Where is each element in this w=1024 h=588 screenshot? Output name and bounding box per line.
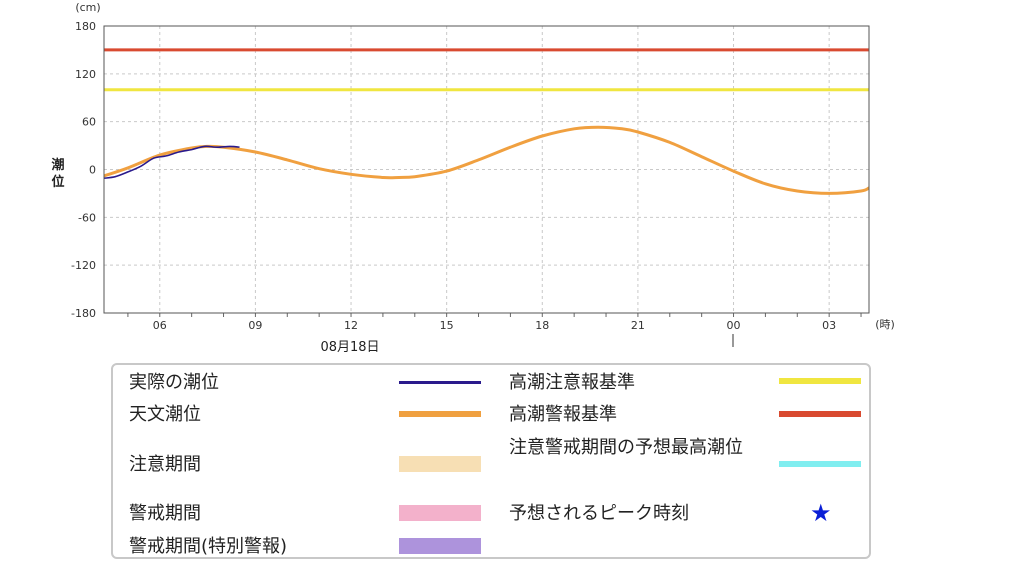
legend-label-astronomical-tide: 天文潮位 xyxy=(129,404,201,425)
x-tick-label: 12 xyxy=(344,319,358,332)
x-tick-label: 06 xyxy=(153,319,167,332)
tide-series xyxy=(103,125,870,195)
x-tick-label: 03 xyxy=(822,319,836,332)
y-tick-label: 120 xyxy=(75,68,96,81)
legend-label-special-warning-period: 警戒期間(特別警報) xyxy=(129,536,288,557)
legend-label-peak-time: 予想されるピーク時刻 xyxy=(509,503,689,524)
chart-grid xyxy=(104,25,869,317)
legend-label-predicted-max-tide: 注意警戒期間の予想最高潮位 xyxy=(509,437,743,458)
x-tick-label: 09 xyxy=(248,319,262,332)
legend-swatch-caution-period xyxy=(399,456,481,472)
legend-label-warning-period: 警戒期間 xyxy=(129,503,201,524)
legend-swatch-warning-standard xyxy=(779,411,861,417)
x-tick-label: 21 xyxy=(631,319,645,332)
legend-swatch-special-warning-period xyxy=(399,538,481,554)
x-tick-label: 18 xyxy=(535,319,549,332)
y-tick-label: 180 xyxy=(75,20,96,33)
legend-swatch-predicted-max-tide xyxy=(779,461,861,467)
y-axis-label-char: 潮 xyxy=(51,157,64,173)
legend-label-actual-tide: 実際の潮位 xyxy=(129,372,219,393)
plot-frame xyxy=(103,25,870,314)
legend-swatch-actual-tide xyxy=(399,381,481,384)
x-unit-label: (時) xyxy=(875,318,895,331)
legend-swatch-warning-period xyxy=(399,505,481,521)
y-axis-label: 潮位 xyxy=(51,157,64,190)
legend-label-caution-standard: 高潮注意報基準 xyxy=(509,372,635,393)
x-tick-label: 00 xyxy=(727,319,741,332)
y-tick-label: -120 xyxy=(71,259,96,272)
star-icon: ★ xyxy=(810,499,832,527)
tide-chart: 180 120 60 0 -60 -120 -180 06 09 12 15 18 21 00 03 (c… xyxy=(51,1,895,355)
y-tick-label: 0 xyxy=(89,164,96,177)
astronomical-tide-line xyxy=(103,125,870,195)
y-axis-label-char: 位 xyxy=(51,174,64,190)
y-tick-label: -60 xyxy=(78,211,96,224)
legend-label-warning-standard: 高潮警報基準 xyxy=(509,404,617,425)
legend-swatch-caution-standard xyxy=(779,378,861,384)
x-tick-label: 15 xyxy=(440,319,454,332)
legend-label-caution-period: 注意期間 xyxy=(129,454,201,475)
threshold-lines xyxy=(104,48,869,92)
y-tick-labels: 180 120 60 0 -60 -120 -180 xyxy=(71,20,96,320)
legend-swatch-astronomical-tide xyxy=(399,411,481,417)
y-tick-label: -180 xyxy=(71,307,96,320)
legend: 実際の潮位 天文潮位 注意期間 警戒期間 警戒期間(特別警報) 高潮注意報基準 … xyxy=(111,363,871,559)
date-label: 08月18日 xyxy=(320,340,379,355)
y-tick-label: 60 xyxy=(82,116,96,129)
x-tick-labels: 06 09 12 15 18 21 00 03 xyxy=(153,319,836,332)
actual-tide-line xyxy=(103,145,240,180)
y-unit-label: (cm) xyxy=(75,1,100,14)
